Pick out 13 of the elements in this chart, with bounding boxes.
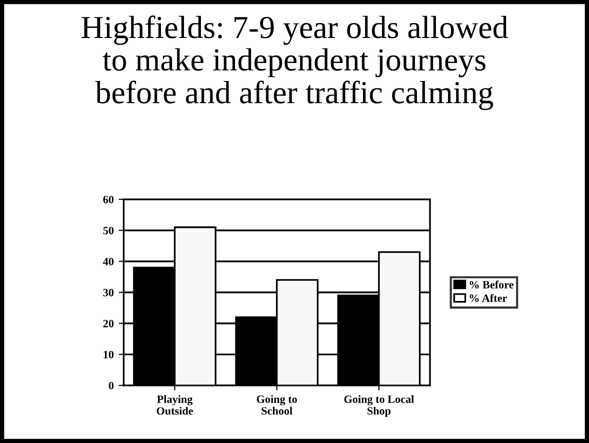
y-tick-label: 10 [104, 350, 114, 358]
x-tick-label: Going to Local Shop [344, 395, 414, 417]
y-tick-label: 50 [103, 226, 114, 234]
y-tick-label: 40 [103, 258, 114, 266]
chart-title: Highfields: 7-9 year olds allowed to make independent journeys before and after traffic calming [82, 16, 508, 110]
y-tick-label: 20 [103, 320, 114, 328]
y-tick-label: 60 [103, 196, 114, 204]
y-tick-label: 30 [103, 288, 114, 296]
legend-label: % Before [470, 280, 514, 288]
x-tick-label: Going to School [256, 395, 297, 415]
y-tick-label: 0 [108, 382, 114, 390]
legend-label: % After [470, 294, 507, 302]
x-tick-label: Playing Outside [156, 395, 193, 415]
